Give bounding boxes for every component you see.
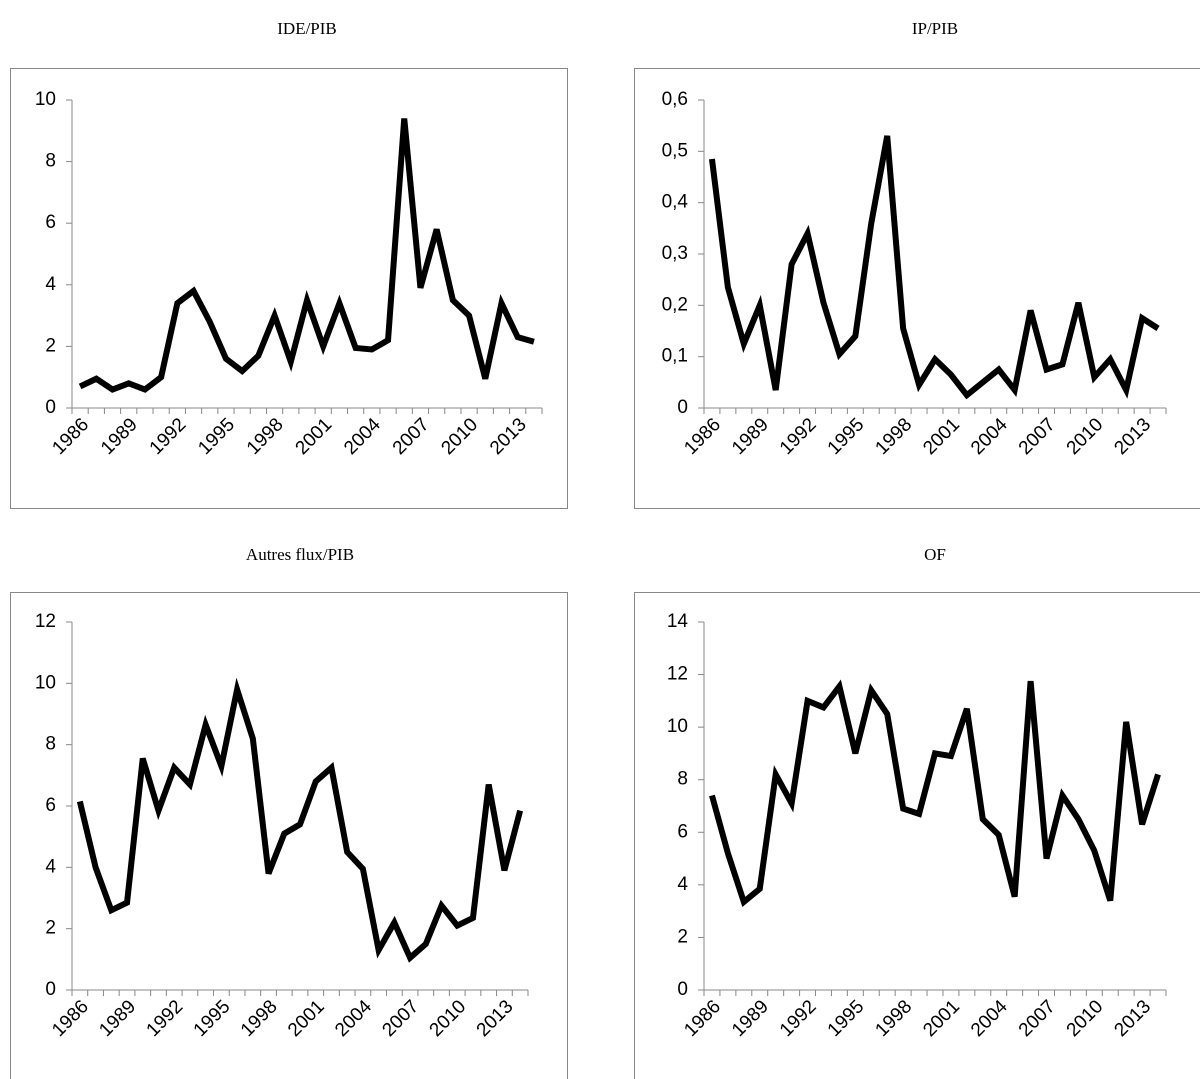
x-tick-label: 1992 [146,414,191,459]
x-tick-label: 2001 [919,996,964,1041]
x-tick-label: 1995 [824,414,869,459]
y-tick-label: 0 [677,397,688,418]
y-tick-label: 14 [667,611,689,632]
x-tick-label: 2004 [331,996,376,1041]
y-tick-label: 0 [45,979,56,1000]
y-tick-label: 0,1 [662,346,688,367]
x-tick-label: 1995 [190,996,235,1041]
x-tick-label: 1998 [871,414,916,459]
y-tick-label: 6 [45,795,56,816]
x-tick-label: 2001 [284,996,329,1041]
x-tick-label: 2004 [340,414,385,459]
x-tick-label: 2013 [473,996,518,1041]
y-tick-label: 10 [35,672,56,693]
chart-border [634,592,1200,1079]
x-tick-label: 1995 [194,414,239,459]
x-tick-label: 2001 [919,414,964,459]
data-line [78,118,535,393]
x-tick-label: 1998 [871,996,916,1041]
x-tick-label: 1986 [48,996,93,1041]
data-line [76,677,524,963]
x-tick-label: 1986 [680,414,725,459]
x-tick-label: 1989 [728,996,773,1041]
x-tick-label: 2010 [426,996,471,1041]
chart-border [634,68,1200,509]
x-tick-label: 2007 [1015,996,1060,1041]
y-tick-label: 12 [667,664,688,685]
x-tick-label: 2010 [1063,996,1108,1041]
x-tick-label: 2013 [1110,414,1155,459]
y-tick-label: 8 [677,769,688,790]
x-tick-label: 2007 [1015,414,1060,459]
x-tick-label: 1989 [97,414,142,459]
y-tick-label: 0 [45,397,56,418]
y-tick-label: 4 [45,274,56,295]
x-tick-label: 1998 [243,414,288,459]
x-tick-label: 1989 [95,996,140,1041]
x-tick-label: 1998 [237,996,282,1041]
x-tick-label: 2001 [292,414,337,459]
y-tick-label: 6 [45,212,56,233]
x-tick-label: 2013 [486,414,531,459]
y-tick-label: 0 [677,979,688,1000]
y-tick-label: 8 [45,151,56,172]
y-tick-label: 0,3 [662,243,688,264]
chart-title: Autres flux/PIB [246,545,354,564]
x-tick-label: 2013 [1110,996,1155,1041]
x-tick-label: 1992 [776,996,821,1041]
chart-border [10,592,568,1079]
y-tick-label: 0,4 [662,192,689,213]
y-tick-label: 12 [35,611,56,632]
chart-border [10,68,568,509]
x-tick-label: 2010 [437,414,482,459]
x-tick-label: 1989 [728,414,773,459]
y-tick-label: 0,6 [662,89,688,110]
x-tick-label: 2004 [967,414,1012,459]
data-line [709,679,1161,908]
x-tick-label: 1986 [48,414,93,459]
y-tick-label: 6 [677,821,688,842]
chart-title: IDE/PIB [277,19,337,38]
y-tick-label: 0,5 [662,140,688,161]
y-tick-label: 10 [35,89,56,110]
x-tick-label: 2007 [389,414,434,459]
data-line [708,135,1160,400]
x-tick-label: 1992 [776,414,821,459]
x-tick-label: 1986 [680,996,725,1041]
y-tick-label: 2 [677,926,688,947]
x-tick-label: 2004 [967,996,1012,1041]
y-tick-label: 8 [45,734,56,755]
y-tick-label: 10 [667,716,688,737]
y-tick-label: 2 [45,335,56,356]
y-tick-label: 2 [45,918,56,939]
x-tick-label: 1995 [824,996,869,1041]
chart-title: IP/PIB [912,19,958,38]
x-tick-label: 2007 [378,996,423,1041]
y-tick-label: 4 [677,874,688,895]
x-tick-label: 1992 [143,996,188,1041]
y-tick-label: 4 [45,856,56,877]
chart-title: OF [924,545,946,564]
x-tick-label: 2010 [1063,414,1108,459]
y-tick-label: 0,2 [662,294,688,315]
